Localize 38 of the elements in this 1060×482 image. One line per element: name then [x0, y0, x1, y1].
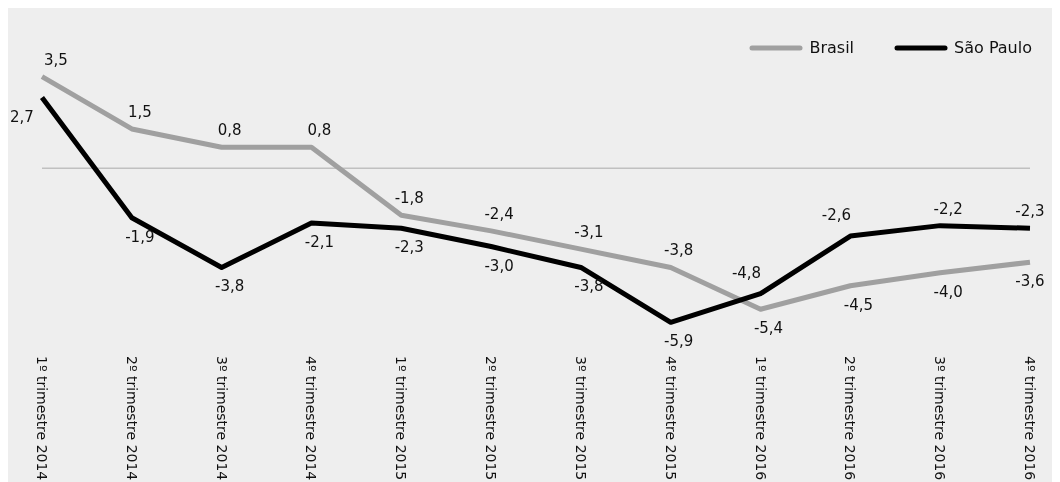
data-label: -4,5	[843, 295, 873, 314]
data-label: -4,8	[731, 263, 762, 282]
legend-label: Brasil	[809, 38, 855, 57]
data-label: -3,6	[1015, 272, 1045, 291]
x-tick-label: 2º trimestre 2016	[842, 356, 859, 481]
x-tick-label: 2º trimestre 2015	[483, 356, 500, 481]
data-label: -5,9	[664, 332, 694, 351]
data-label: -2,3	[394, 238, 424, 257]
data-label: -3,8	[574, 277, 604, 296]
data-label: -2,3	[1015, 202, 1045, 221]
x-tick-label: 4º trimestre 2016	[1022, 356, 1038, 481]
data-label: -2,4	[484, 204, 514, 223]
x-tick-label: 2º trimestre 2014	[123, 356, 140, 481]
data-label: 0,8	[217, 121, 242, 140]
data-label: 0,8	[307, 121, 332, 140]
data-label: -3,8	[664, 241, 694, 260]
data-label: -2,6	[821, 206, 851, 225]
x-tick-label: 3º trimestre 2016	[932, 356, 949, 481]
data-label: -4,0	[933, 282, 963, 301]
data-label: 2,7	[10, 107, 34, 126]
data-label: -2,1	[304, 233, 335, 252]
data-label: -5,4	[753, 319, 784, 338]
x-tick-label: 1º trimestre 2014	[34, 356, 50, 481]
data-label: -3,8	[215, 277, 245, 296]
data-label: -1,9	[125, 227, 155, 246]
legend-label: São Paulo	[954, 38, 1032, 57]
x-tick-label: 1º trimestre 2015	[393, 356, 410, 481]
x-tick-label: 4º trimestre 2014	[303, 356, 320, 481]
x-tick-label: 3º trimestre 2015	[572, 356, 589, 481]
data-label: -2,2	[933, 199, 963, 218]
data-label: 1,5	[127, 102, 152, 121]
x-tick-label: 3º trimestre 2014	[213, 356, 230, 481]
x-tick-label: 1º trimestre 2016	[752, 356, 769, 481]
data-label: -1,8	[394, 189, 424, 208]
data-label: -3,1	[574, 223, 604, 242]
data-label: 3,5	[44, 50, 68, 69]
x-tick-label: 4º trimestre 2015	[662, 356, 679, 481]
data-label: -3,0	[484, 256, 514, 275]
